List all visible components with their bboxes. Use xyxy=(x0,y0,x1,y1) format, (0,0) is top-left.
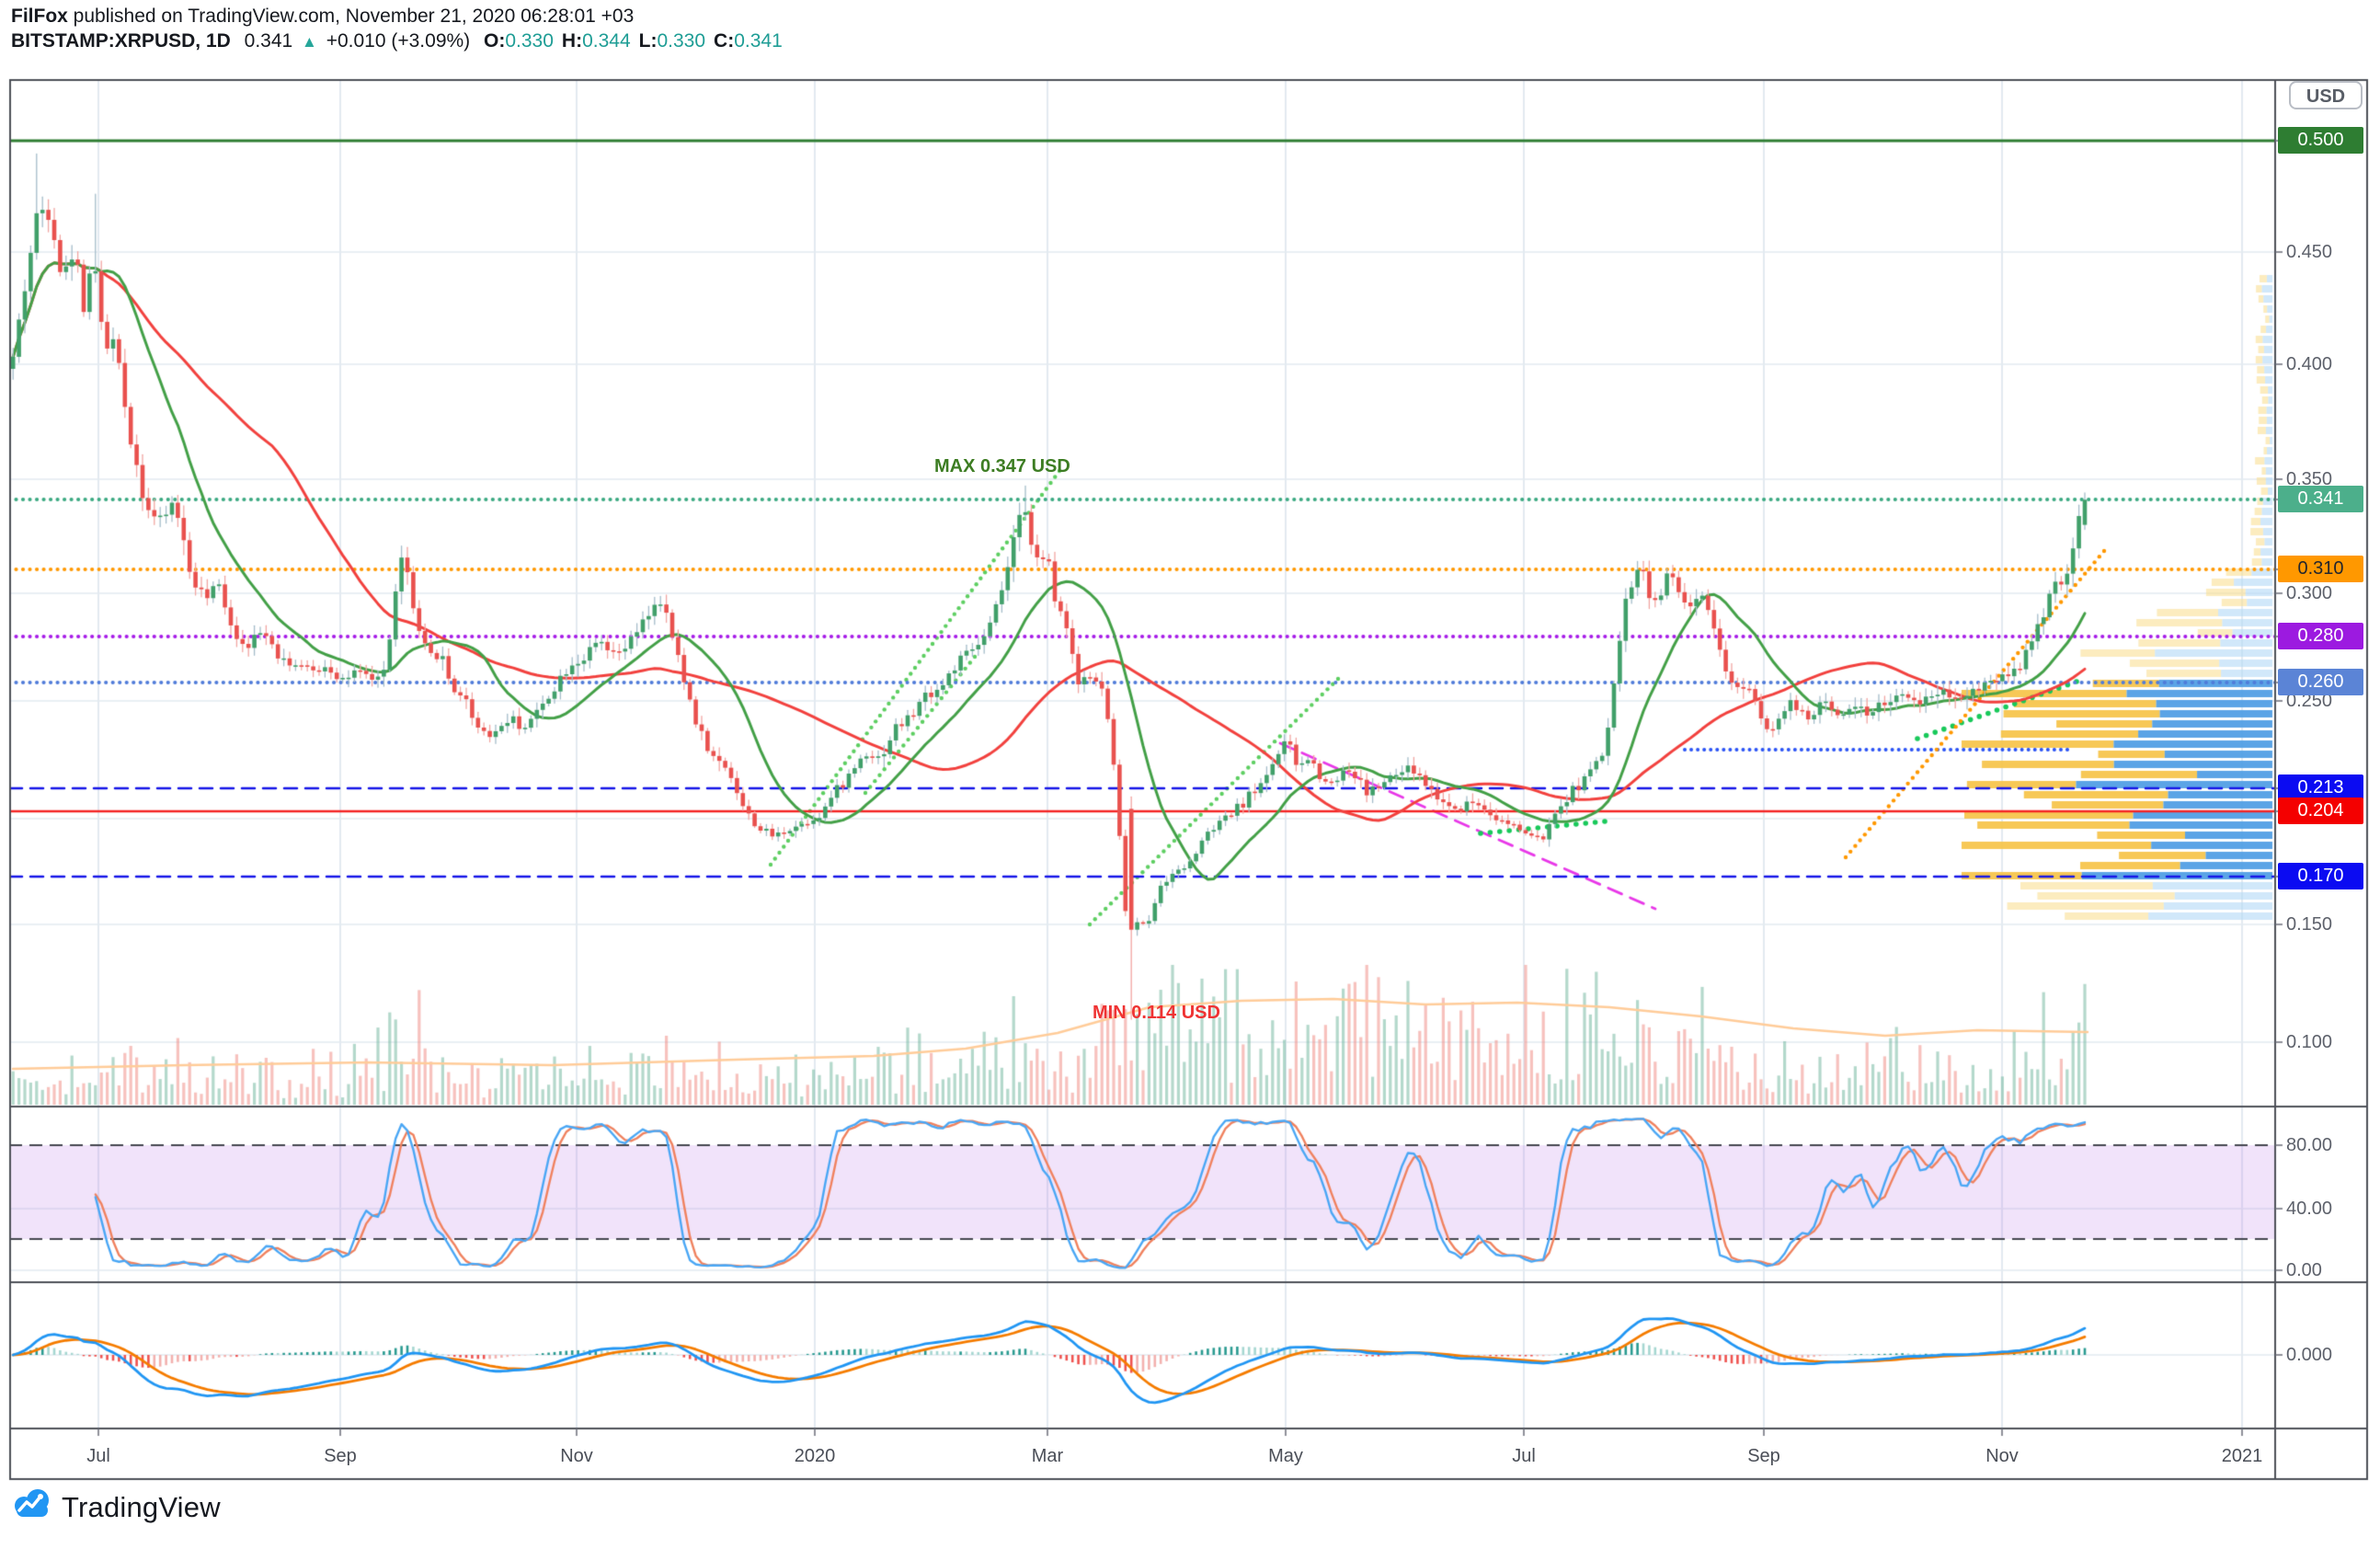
symbol-name: BITSTAMP:XRPUSD, 1D xyxy=(11,30,231,52)
price-level-label: 0.310 xyxy=(2278,556,2363,582)
ohlc-key: O: xyxy=(484,30,506,52)
ohlc-key: L: xyxy=(638,30,658,52)
time-label: Mar xyxy=(1031,1446,1064,1466)
stoch-tick-label: 40.00 xyxy=(2286,1199,2333,1219)
author-name: FilFox xyxy=(11,6,68,27)
byline-text: published on TradingView.com, November 2… xyxy=(67,6,635,27)
ohlc-value: 0.341 xyxy=(734,30,783,52)
ohlc-values: O:0.330 H:0.344 L:0.330 C:0.341 xyxy=(475,30,783,52)
ohlc-key: C: xyxy=(714,30,735,52)
time-label: Jul xyxy=(1512,1446,1536,1466)
price-level-label: 0.280 xyxy=(2278,623,2363,649)
time-label: Nov xyxy=(560,1446,593,1466)
publish-byline: FilFox published on TradingView.com, Nov… xyxy=(11,6,634,28)
price-level-label: 0.341 xyxy=(2278,486,2363,512)
min-price-annotation: MIN 0.114 USD xyxy=(1093,1003,1220,1023)
price-tick-label: 0.300 xyxy=(2286,583,2333,603)
price-tick-label: 0.350 xyxy=(2286,469,2333,489)
time-label: Sep xyxy=(1747,1446,1780,1466)
brand-name: TradingView xyxy=(62,1490,221,1523)
time-label: Nov xyxy=(1985,1446,2019,1466)
price-tick-label: 0.100 xyxy=(2286,1032,2333,1052)
tradingview-logo-link[interactable]: TradingView xyxy=(11,1486,221,1528)
max-price-annotation: MAX 0.347 USD xyxy=(934,456,1070,476)
price-tick-label: 0.150 xyxy=(2286,914,2333,935)
price-tick-label: 0.250 xyxy=(2286,691,2333,711)
price-level-label: 0.213 xyxy=(2278,774,2363,801)
stoch-tick-label: 0.00 xyxy=(2286,1260,2322,1280)
time-label: 2021 xyxy=(2221,1446,2263,1466)
stoch-tick-label: 80.00 xyxy=(2286,1135,2333,1155)
price-level-label: 0.500 xyxy=(2278,127,2363,154)
last-price: 0.341 xyxy=(244,30,293,52)
ohlc-value: 0.330 xyxy=(505,30,554,52)
ohlc-key: H: xyxy=(561,30,583,52)
price-tick-label: 0.450 xyxy=(2286,242,2333,262)
time-label: Sep xyxy=(324,1446,357,1466)
ohlc-value: 0.344 xyxy=(582,30,631,52)
time-label: 2020 xyxy=(794,1446,836,1466)
price-change: +0.010 (+3.09%) xyxy=(326,30,471,52)
time-label: Jul xyxy=(86,1446,110,1466)
symbol-header: BITSTAMP:XRPUSD, 1D 0.341 ▲ +0.010 (+3.0… xyxy=(11,30,783,52)
up-triangle-icon: ▲ xyxy=(302,33,317,51)
price-tick-label: 0.400 xyxy=(2286,354,2333,374)
price-level-label: 0.260 xyxy=(2278,669,2363,695)
tradingview-cloud-icon xyxy=(11,1486,53,1528)
time-label: May xyxy=(1268,1446,1303,1466)
price-level-label: 0.204 xyxy=(2278,797,2363,824)
ohlc-value: 0.330 xyxy=(657,30,706,52)
currency-toggle-button[interactable]: USD xyxy=(2289,81,2363,109)
macd-tick-label: 0.000 xyxy=(2286,1345,2333,1365)
price-level-label: 0.170 xyxy=(2278,863,2363,889)
